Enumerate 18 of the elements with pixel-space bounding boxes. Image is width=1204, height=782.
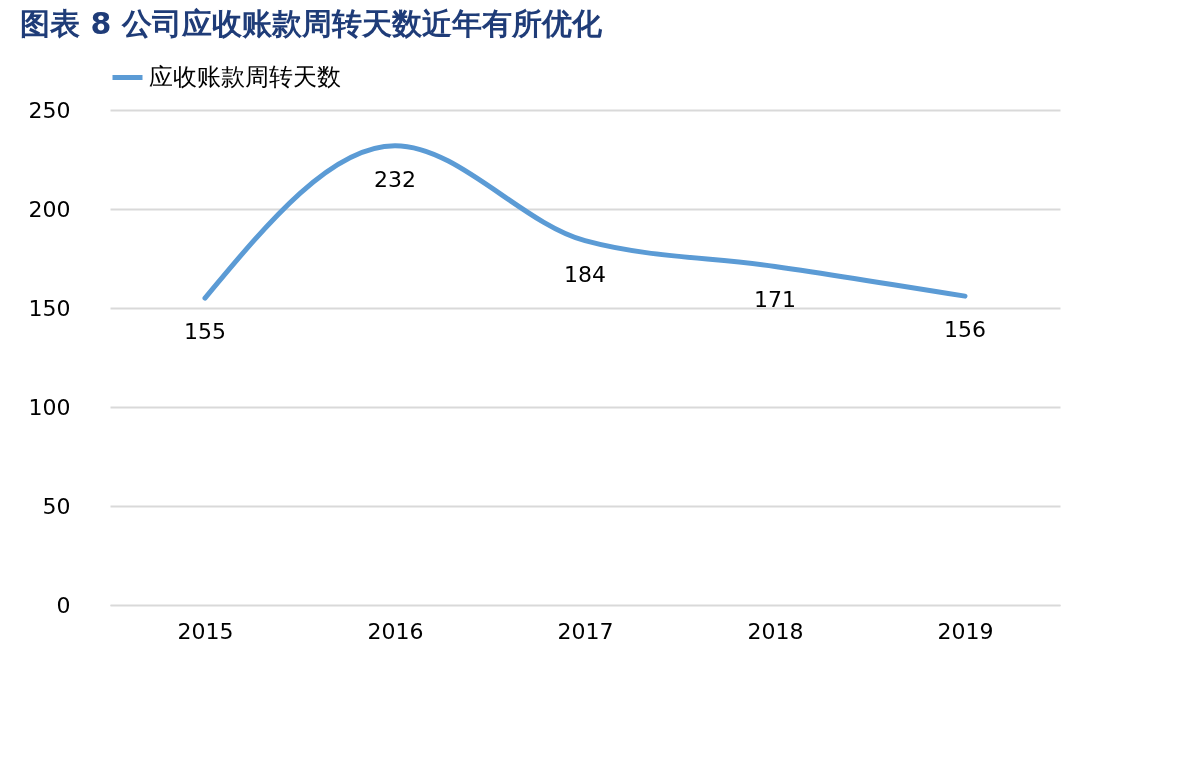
legend-label: 应收账款周转天数 — [149, 62, 341, 91]
data-label: 184 — [564, 261, 606, 287]
data-label: 232 — [374, 166, 416, 192]
data-label: 155 — [184, 319, 226, 345]
x-tick-label: 2016 — [367, 618, 424, 644]
y-tick-label: 100 — [28, 394, 71, 420]
data-label: 156 — [944, 317, 986, 343]
y-tick-label: 150 — [28, 295, 71, 321]
x-tick-label: 2017 — [557, 618, 614, 644]
data-label: 171 — [754, 287, 796, 313]
chart-title: 图表 8 公司应收账款周转天数近年有所优化 — [20, 6, 603, 41]
y-tick-label: 200 — [28, 196, 71, 222]
x-tick-label: 2019 — [937, 618, 994, 644]
x-tick-label: 2015 — [177, 618, 234, 644]
y-tick-label: 0 — [56, 592, 71, 618]
y-tick-label: 250 — [28, 97, 71, 123]
y-tick-label: 50 — [42, 493, 71, 519]
x-tick-label: 2018 — [747, 618, 804, 644]
